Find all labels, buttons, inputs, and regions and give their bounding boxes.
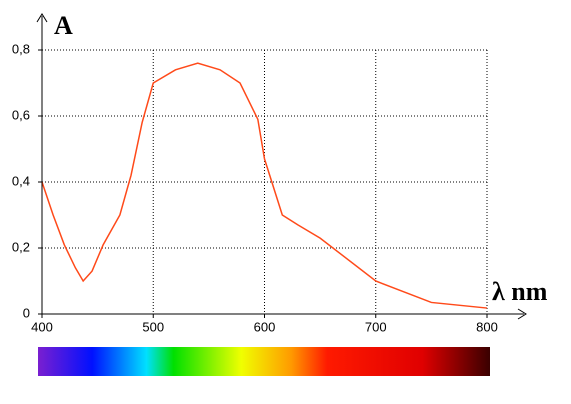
x-tick-label: 700 (365, 319, 387, 334)
x-axis-label: λ nm (492, 277, 548, 306)
plot-area: 0 0,2 0,4 0,6 0,8 400 500 600 700 800 (12, 41, 498, 334)
spectrum-bar (38, 347, 490, 376)
y-tick-label: 0,8 (12, 41, 30, 56)
y-arrow (36, 13, 48, 23)
y-tick-label: 0,4 (12, 173, 30, 188)
y-tick-label: 0,6 (12, 107, 30, 122)
x-tick-label: 800 (476, 319, 498, 334)
y-axis-label: A (54, 11, 73, 40)
x-tick-label: 400 (31, 319, 53, 334)
y-tick-label: 0,2 (12, 239, 30, 254)
data-line (41, 62, 488, 309)
x-arrow (517, 308, 527, 320)
x-tick-label: 500 (142, 319, 164, 334)
x-tick-label: 600 (254, 319, 276, 334)
y-tick-label: 0 (23, 305, 30, 320)
